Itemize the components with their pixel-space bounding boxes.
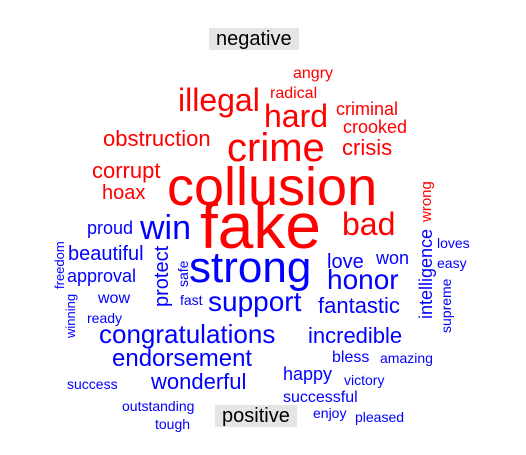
word-obstruction: obstruction xyxy=(103,126,211,151)
word-easy: easy xyxy=(437,255,467,271)
word-collusion: collusion xyxy=(167,157,378,217)
word-fake: fake xyxy=(200,190,321,262)
word-safe: safe xyxy=(175,260,191,287)
word-supreme: supreme xyxy=(438,278,454,333)
word-endorsement: endorsement xyxy=(112,345,253,372)
word-successful: successful xyxy=(283,389,358,406)
word-hard: hard xyxy=(264,98,329,134)
word-ready: ready xyxy=(87,310,123,326)
word-bad: bad xyxy=(342,206,396,242)
word-freedom: freedom xyxy=(52,241,67,289)
word-beautiful: beautiful xyxy=(68,243,144,265)
word-proud: proud xyxy=(87,218,134,238)
positive-group-label: positive xyxy=(215,405,297,427)
word-amazing: amazing xyxy=(380,350,433,366)
word-pleased: pleased xyxy=(355,409,405,425)
word-win: win xyxy=(140,209,192,247)
word-love: love xyxy=(327,251,364,273)
word-protect: protect xyxy=(151,245,173,307)
word-victory: victory xyxy=(344,372,385,388)
word-wow: wow xyxy=(98,290,131,307)
word-radical: radical xyxy=(270,85,318,102)
word-happy: happy xyxy=(283,364,333,384)
word-congratulations: congratulations xyxy=(99,319,276,349)
word-won: won xyxy=(376,248,410,268)
word-wonderful: wonderful xyxy=(151,369,247,394)
word-honor: honor xyxy=(327,264,399,295)
word-strong: strong xyxy=(189,243,312,292)
word-criminal: criminal xyxy=(336,99,399,119)
word-bless: bless xyxy=(332,349,370,366)
word-success: success xyxy=(67,376,118,392)
word-intelligence: intelligence xyxy=(416,228,436,319)
word-fast: fast xyxy=(180,292,203,308)
word-crooked: crooked xyxy=(343,117,408,137)
word-loves: loves xyxy=(437,235,470,251)
word-crisis: crisis xyxy=(342,135,393,160)
word-winning: winning xyxy=(63,293,78,338)
word-outstanding: outstanding xyxy=(122,398,195,414)
word-crime: crime xyxy=(227,126,325,170)
word-enjoy: enjoy xyxy=(313,405,347,421)
word-wrong: wrong xyxy=(418,181,435,222)
word-corrupt: corrupt xyxy=(92,158,161,183)
negative-group-label: negative xyxy=(209,28,299,50)
word-hoax: hoax xyxy=(102,182,146,204)
word-approval: approval xyxy=(67,266,137,286)
word-incredible: incredible xyxy=(308,323,403,348)
word-fantastic: fantastic xyxy=(318,293,400,318)
word-tough: tough xyxy=(155,416,191,432)
word-angry: angry xyxy=(293,65,334,82)
word-support: support xyxy=(208,286,302,317)
word-illegal: illegal xyxy=(178,82,260,118)
